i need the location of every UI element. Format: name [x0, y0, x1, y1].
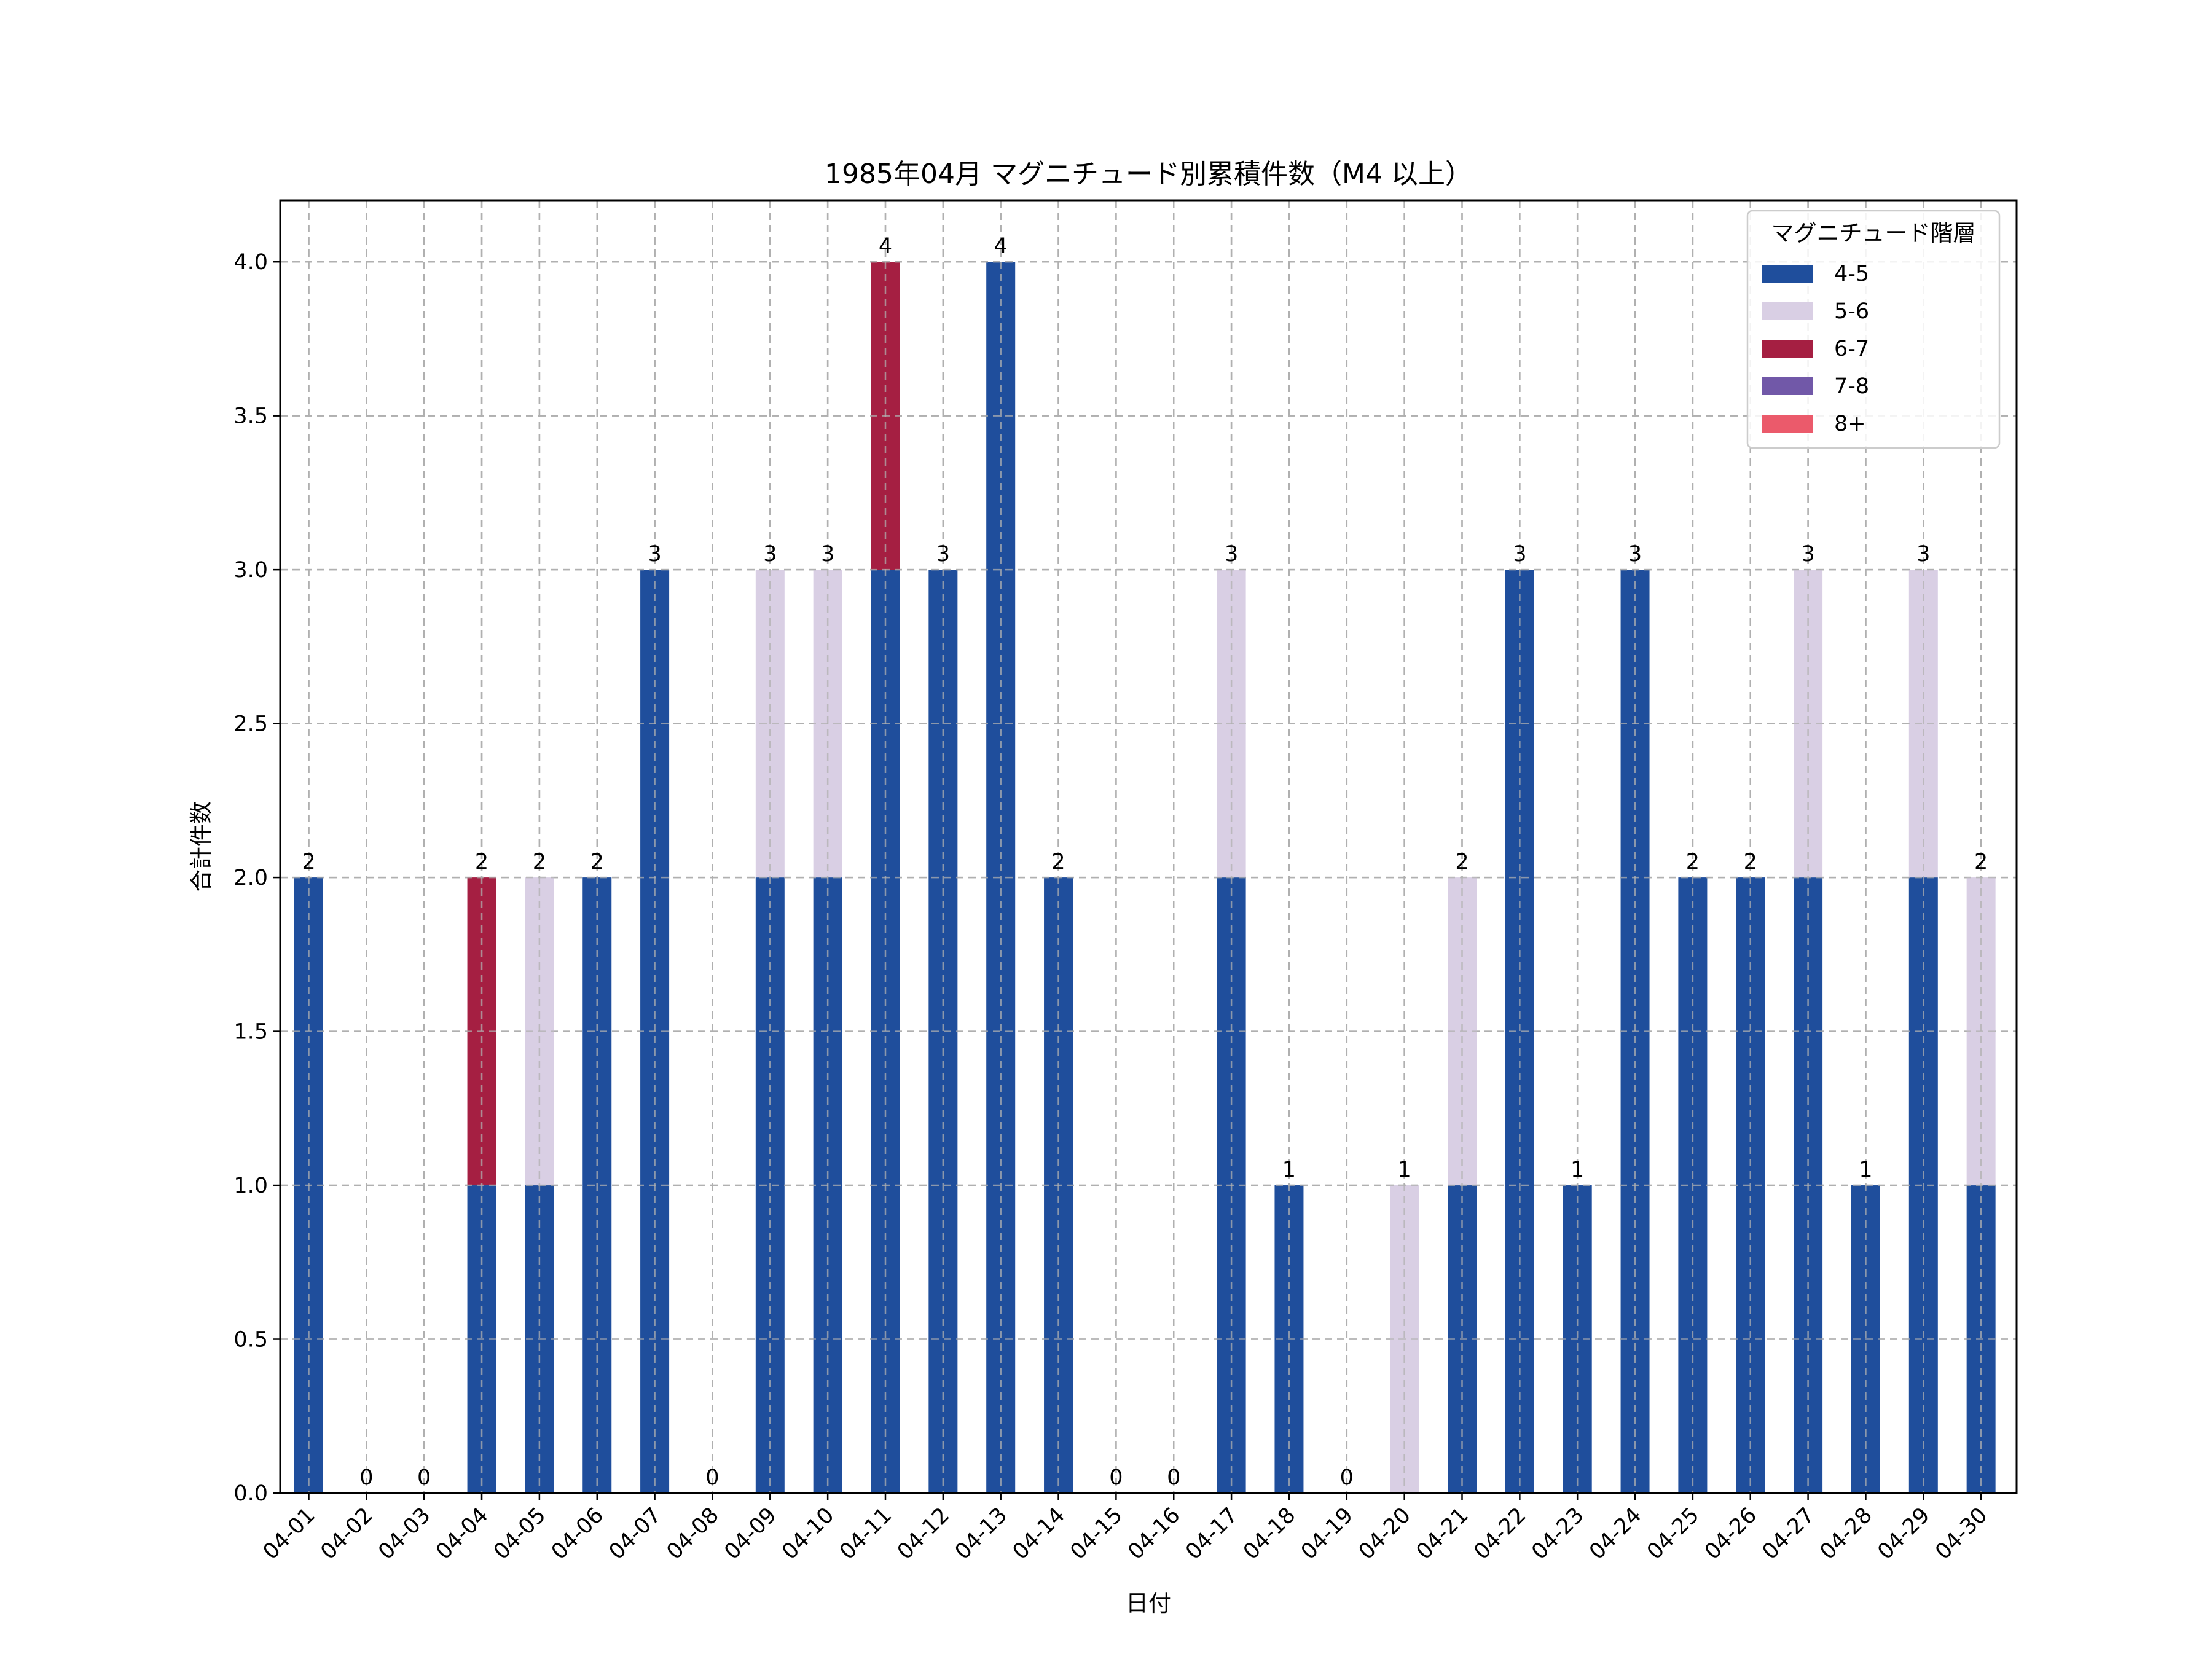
- legend-swatch-6-7: [1762, 340, 1813, 358]
- x-tick-label: 04-13: [951, 1503, 1012, 1564]
- bar-total-label: 2: [1455, 850, 1469, 874]
- x-tick-label: 04-01: [259, 1503, 320, 1564]
- x-tick-label: 04-27: [1758, 1503, 1819, 1564]
- x-tick-label: 04-04: [431, 1503, 493, 1564]
- x-tick-label: 04-08: [662, 1503, 724, 1564]
- x-tick-label: 04-22: [1470, 1503, 1531, 1564]
- x-tick-label: 04-20: [1354, 1503, 1416, 1564]
- legend-label: 4-5: [1834, 262, 1869, 286]
- data-labels: 2 0 0 2 2 2 3 0 3 3 4 3 4 2 0 0 3 1 0 1 2 3 1 3 2 2 3 1 3 2: [302, 234, 1988, 1490]
- x-tick-label: 04-03: [374, 1503, 435, 1564]
- x-tick-label: 04-23: [1527, 1503, 1588, 1564]
- y-tick-label: 2.5: [233, 712, 268, 737]
- bar-total-label: 4: [879, 234, 892, 259]
- bar-total-label: 0: [1340, 1465, 1354, 1490]
- y-tick-label: 1.5: [233, 1020, 268, 1045]
- bar-total-label: 2: [1051, 850, 1065, 874]
- x-tick-label: 04-26: [1700, 1503, 1762, 1564]
- x-axis-label: 日付: [1126, 1590, 1171, 1617]
- y-tick-label: 1.0: [233, 1174, 268, 1198]
- x-tick-label: 04-14: [1008, 1503, 1070, 1564]
- bar-total-label: 1: [1859, 1158, 1872, 1182]
- legend-swatch-4-5: [1762, 265, 1813, 283]
- bar-total-label: 1: [1282, 1158, 1296, 1182]
- legend-label: 7-8: [1834, 374, 1869, 399]
- bar-total-label: 0: [417, 1465, 431, 1490]
- legend-label: 5-6: [1834, 299, 1869, 324]
- bar-total-label: 1: [1571, 1158, 1584, 1182]
- x-tick-label: 04-10: [777, 1503, 839, 1564]
- x-tick-label: 04-15: [1066, 1503, 1128, 1564]
- y-tick-label: 3.5: [233, 404, 268, 429]
- y-tick-label: 2.0: [233, 866, 268, 890]
- plot-area-frame: [279, 199, 2018, 1494]
- bar-total-label: 0: [1167, 1465, 1180, 1490]
- legend: マグニチュード階層 4-5 5-6 6-7 7-8 8+: [1746, 210, 2001, 449]
- bar-total-label: 3: [763, 542, 777, 567]
- x-tick-label: 04-09: [720, 1503, 781, 1564]
- bar-total-label: 2: [590, 850, 604, 874]
- bar-total-label: 3: [936, 542, 950, 567]
- bar-total-label: 2: [1974, 850, 1988, 874]
- x-tick-label: 04-05: [489, 1503, 551, 1564]
- legend-swatch-7-8: [1762, 377, 1813, 395]
- bar-total-label: 2: [1744, 850, 1757, 874]
- x-tick-label: 04-11: [835, 1503, 896, 1564]
- y-axis: 0.0 0.5 1.0 1.5 2.0 2.5 3.0 3.5 4.0: [233, 250, 280, 1506]
- x-tick-label: 04-18: [1239, 1503, 1300, 1564]
- bar-total-label: 3: [1801, 542, 1814, 567]
- x-tick-label: 04-16: [1123, 1503, 1185, 1564]
- y-tick-label: 0.5: [233, 1328, 268, 1352]
- legend-label: 6-7: [1834, 337, 1869, 361]
- bars-layer: [280, 200, 2017, 1494]
- bar-total-label: 3: [1225, 542, 1238, 567]
- chart-title: 1985年04月 マグニチュード別累積件数（M4 以上）: [825, 159, 1472, 190]
- x-axis: 04-0104-0204-0304-0404-0504-0604-0704-08…: [259, 1493, 1993, 1564]
- x-tick-label: 04-19: [1296, 1503, 1358, 1564]
- bar-total-label: 0: [705, 1465, 719, 1490]
- y-tick-label: 4.0: [233, 250, 268, 275]
- bar-total-label: 2: [475, 850, 488, 874]
- bar-total-label: 0: [1109, 1465, 1123, 1490]
- x-tick-label: 04-21: [1412, 1503, 1473, 1564]
- bar-total-label: 3: [1513, 542, 1526, 567]
- legend-swatch-5-6: [1762, 302, 1813, 320]
- bar-total-label: 1: [1398, 1158, 1411, 1182]
- bar-total-label: 3: [821, 542, 834, 567]
- x-tick-label: 04-17: [1181, 1503, 1242, 1564]
- x-tick-label: 04-02: [316, 1503, 378, 1564]
- bar-total-label: 4: [994, 234, 1008, 259]
- x-tick-label: 04-28: [1816, 1503, 1877, 1564]
- bar-total-label: 3: [648, 542, 661, 567]
- x-tick-label: 04-29: [1873, 1503, 1934, 1564]
- legend-swatch-8+: [1762, 415, 1813, 433]
- x-tick-label: 04-12: [893, 1503, 954, 1564]
- bar-total-label: 2: [1686, 850, 1700, 874]
- x-tick-label: 04-07: [605, 1503, 666, 1564]
- bar-total-label: 2: [302, 850, 315, 874]
- bar-total-label: 3: [1916, 542, 1930, 567]
- bar-total-label: 2: [533, 850, 546, 874]
- x-tick-label: 04-06: [547, 1503, 608, 1564]
- x-tick-label: 04-30: [1931, 1503, 1992, 1564]
- legend-items: 4-5 5-6 6-7 7-8 8+: [1762, 262, 1869, 436]
- bar-total-label: 3: [1628, 542, 1642, 567]
- y-tick-label: 3.0: [233, 558, 268, 582]
- bar-total-label: 0: [359, 1465, 373, 1490]
- y-tick-label: 0.0: [233, 1481, 268, 1506]
- legend-title: マグニチュード階層: [1771, 220, 1976, 246]
- x-tick-label: 04-24: [1585, 1503, 1646, 1564]
- x-tick-label: 04-25: [1642, 1503, 1704, 1564]
- legend-label: 8+: [1834, 412, 1866, 436]
- y-axis-label: 合計件数: [188, 801, 214, 892]
